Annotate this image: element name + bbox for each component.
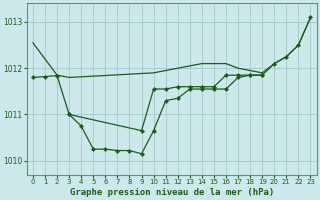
X-axis label: Graphe pression niveau de la mer (hPa): Graphe pression niveau de la mer (hPa) <box>69 188 274 197</box>
